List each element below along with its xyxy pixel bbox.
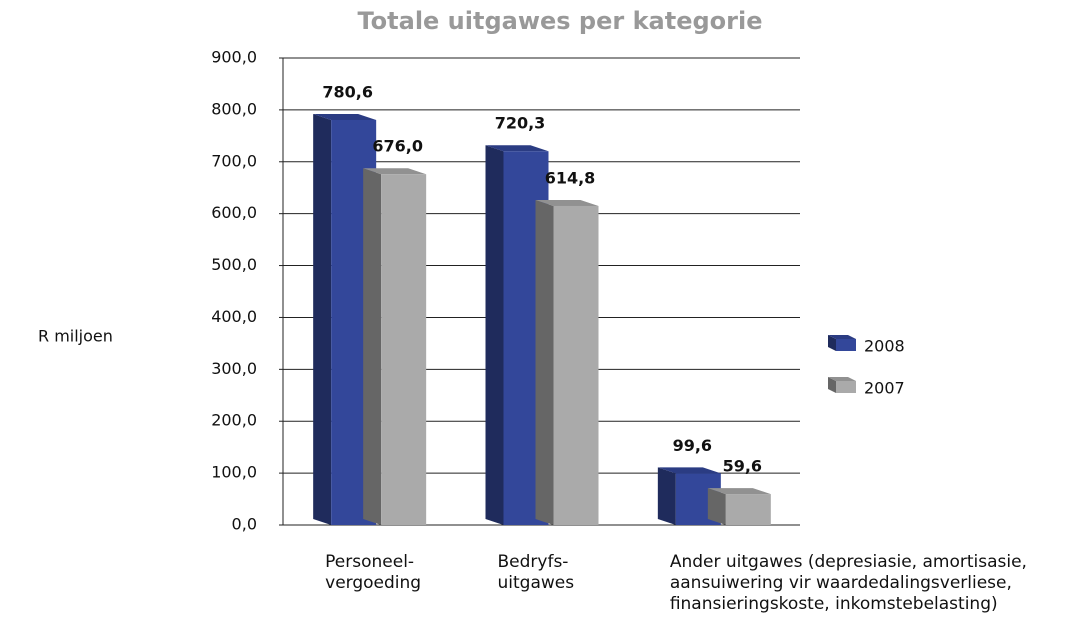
value-label: 59,6: [723, 457, 762, 476]
y-axis-label: R miljoen: [38, 327, 113, 346]
bar-side: [535, 199, 554, 525]
legend-swatch-side: [828, 335, 836, 351]
y-tick-label: 700,0: [211, 151, 257, 170]
bar-top: [313, 113, 377, 120]
value-label: 614,8: [545, 168, 596, 187]
x-tick-label: Ander uitgawes (depresiasie, amortisasie…: [669, 552, 1027, 614]
value-label: 720,3: [495, 114, 546, 133]
bar-side: [363, 168, 382, 525]
legend-label: 2008: [864, 337, 905, 356]
value-label: 99,6: [673, 436, 712, 455]
legend-swatch: [836, 339, 856, 351]
bar-side: [657, 467, 676, 525]
bar-top: [657, 467, 721, 474]
bar: [725, 494, 771, 525]
legend-swatch-top: [828, 335, 856, 339]
value-label: 676,0: [372, 137, 423, 156]
y-tick-label: 800,0: [211, 99, 257, 118]
bar: [381, 174, 427, 525]
y-tick-label: 900,0: [211, 48, 257, 67]
y-tick-label: 100,0: [211, 463, 257, 482]
x-tick-label: Personeel- vergoeding: [325, 552, 422, 593]
y-tick-label: 600,0: [211, 203, 257, 222]
bar-top: [363, 168, 427, 175]
y-tick-label: 500,0: [211, 255, 257, 274]
bar-top: [535, 199, 599, 206]
bar: [553, 205, 599, 525]
y-tick-label: 200,0: [211, 411, 257, 430]
y-tick-label: 300,0: [211, 359, 257, 378]
legend-swatch-top: [828, 377, 856, 381]
x-tick-label: Bedryfs- uitgawes: [497, 552, 575, 593]
bar-side: [485, 145, 504, 526]
legend-swatch-side: [828, 377, 836, 393]
chart-title: Totale uitgawes per kategorie: [357, 7, 762, 35]
y-tick-label: 0,0: [232, 515, 257, 534]
bar-top: [707, 488, 771, 495]
legend-label: 2007: [864, 379, 905, 398]
value-label: 780,6: [322, 82, 373, 101]
legend-swatch: [836, 381, 856, 393]
bar-side: [313, 113, 332, 526]
y-tick-label: 400,0: [211, 307, 257, 326]
bar-side: [707, 488, 726, 525]
bar-top: [485, 145, 549, 152]
